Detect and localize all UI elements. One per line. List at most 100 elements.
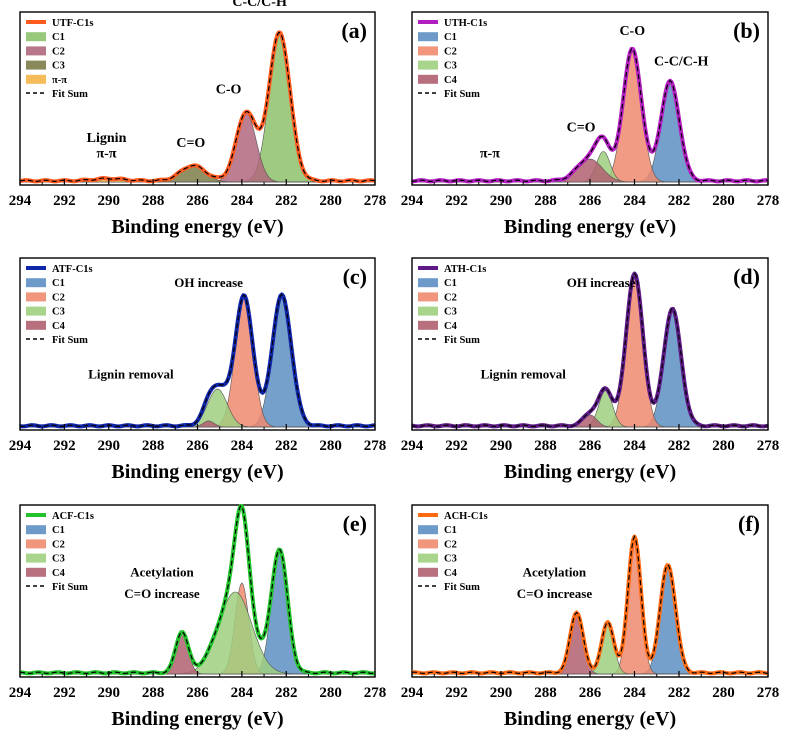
peak-C1-area <box>20 295 375 428</box>
x-tick-label: 286 <box>186 193 209 209</box>
fit-sum-line <box>19 505 376 674</box>
legend-label: C4 <box>444 568 458 579</box>
legend-label: C3 <box>444 307 457 318</box>
legend-swatch <box>26 525 46 535</box>
legend-swatch <box>418 320 438 330</box>
legend-label: ATF-C1s <box>52 264 93 275</box>
x-tick-label: 290 <box>98 438 121 454</box>
x-tick-label: 288 <box>142 685 165 701</box>
legend-label: C2 <box>52 539 65 550</box>
panel-e: 294 292 290 288 286 284 282 280 278 Binding energ… <box>9 504 386 730</box>
peak-C1-area <box>20 33 375 183</box>
legend-swatch <box>418 539 438 549</box>
x-tick-label: 292 <box>53 438 76 454</box>
legend-label: Fit Sum <box>52 582 88 593</box>
legend-swatch <box>418 278 438 288</box>
x-tick-label: 290 <box>490 193 513 209</box>
legend-label: Fit Sum <box>52 89 88 100</box>
legend-label: C4 <box>52 321 66 332</box>
peak-C2-area <box>412 274 768 428</box>
x-tick-label: 292 <box>445 685 468 701</box>
x-tick-label: 284 <box>623 685 646 701</box>
annotation: C=O <box>176 136 205 151</box>
x-tick-label: 282 <box>668 438 691 454</box>
legend-swatch <box>418 74 438 84</box>
x-tick-label: 288 <box>534 193 557 209</box>
legend-label: C4 <box>444 321 458 332</box>
annotation: Lignin removal <box>88 366 174 381</box>
panel-label: (a) <box>341 18 367 43</box>
x-tick-label: 290 <box>98 193 121 209</box>
x-tick-label: 286 <box>579 193 602 209</box>
panel-c: 294 292 290 288 286 284 282 280 278 Binding energ… <box>9 257 387 483</box>
x-tick-label: 284 <box>231 685 254 701</box>
legend: ATF-C1s C1 C2 C3 C4 Fit Sum <box>26 264 93 346</box>
x-tick-label: 282 <box>275 438 298 454</box>
legend-label: C2 <box>52 46 65 57</box>
legend: UTF-C1s C1 C2 C3 π-π Fit Sum <box>26 18 93 100</box>
legend-label: C1 <box>52 278 65 289</box>
annotation: C-C/C-H <box>232 0 287 10</box>
legend-label: C3 <box>52 554 65 565</box>
x-tick-label: 286 <box>186 438 209 454</box>
legend-label: C1 <box>444 525 457 536</box>
peak-C3-area <box>20 591 375 675</box>
x-tick-label: 280 <box>712 438 735 454</box>
x-tick-label: 292 <box>445 438 468 454</box>
legend-swatch <box>418 525 438 535</box>
annotation: C-C/C-H <box>654 55 709 70</box>
x-tick-label: 286 <box>186 685 209 701</box>
x-tick-label: 278 <box>364 193 387 209</box>
annotation: C-O <box>216 82 242 97</box>
x-tick-label: 282 <box>275 685 298 701</box>
x-tick-label: 288 <box>142 193 165 209</box>
legend-swatch <box>26 320 46 330</box>
x-tick-label: 290 <box>490 685 513 701</box>
annotation: C=O increase <box>124 586 200 601</box>
legend: UTH-C1s C1 C2 C3 C4 Fit Sum <box>418 18 487 100</box>
x-tick-label: 290 <box>98 685 121 701</box>
legend-label: ACH-C1s <box>444 511 488 522</box>
x-tick-label: 278 <box>757 193 780 209</box>
panel-label: (c) <box>343 264 367 289</box>
x-tick-label: 294 <box>9 193 32 209</box>
x-tick-label: 280 <box>319 193 342 209</box>
annotation: Lignin <box>87 131 127 146</box>
panel-label: (e) <box>343 511 367 536</box>
panel-b: 294 292 290 288 286 284 282 280 278 Binding energ… <box>401 11 780 238</box>
x-tick-label: 280 <box>319 438 342 454</box>
x-tick-label: 278 <box>364 438 387 454</box>
x-tick-label: 292 <box>445 193 468 209</box>
legend-label: C1 <box>444 32 457 43</box>
x-tick-label: 286 <box>579 685 602 701</box>
panel-d: 294 292 290 288 286 284 282 280 278 Binding energ… <box>401 257 779 483</box>
peak-C1-area <box>20 552 375 675</box>
legend-swatch <box>418 46 438 56</box>
legend-swatch <box>418 306 438 316</box>
x-tick-label: 286 <box>579 438 602 454</box>
x-tick-label: 288 <box>142 438 165 454</box>
legend-label: Fit Sum <box>52 335 88 346</box>
legend-label: Fit Sum <box>444 335 480 346</box>
annotation: Lignin removal <box>481 366 567 381</box>
legend-label: C4 <box>52 568 66 579</box>
x-tick-label: 280 <box>712 193 735 209</box>
envelope-line <box>411 534 769 676</box>
panel-f: 294 292 290 288 286 284 282 280 278 Binding energ… <box>401 504 779 730</box>
legend: ACH-C1s C1 C2 C3 C4 Fit Sum <box>418 511 488 593</box>
legend-swatch <box>418 60 438 70</box>
legend-swatch <box>26 74 46 84</box>
legend-swatch <box>26 306 46 316</box>
peak-C4-area <box>412 158 768 183</box>
legend-label: C1 <box>52 525 65 536</box>
x-tick-label: 288 <box>534 685 557 701</box>
x-axis-label: Binding energy (eV) <box>111 461 283 483</box>
legend-label: C2 <box>444 46 457 57</box>
x-tick-label: 284 <box>231 438 254 454</box>
legend-label: C3 <box>52 61 65 72</box>
envelope-line <box>19 30 376 184</box>
annotation: Acetylation <box>130 565 194 580</box>
peak-C2-area <box>20 297 375 428</box>
legend-label: UTF-C1s <box>52 18 93 29</box>
legend-swatch <box>26 292 46 302</box>
